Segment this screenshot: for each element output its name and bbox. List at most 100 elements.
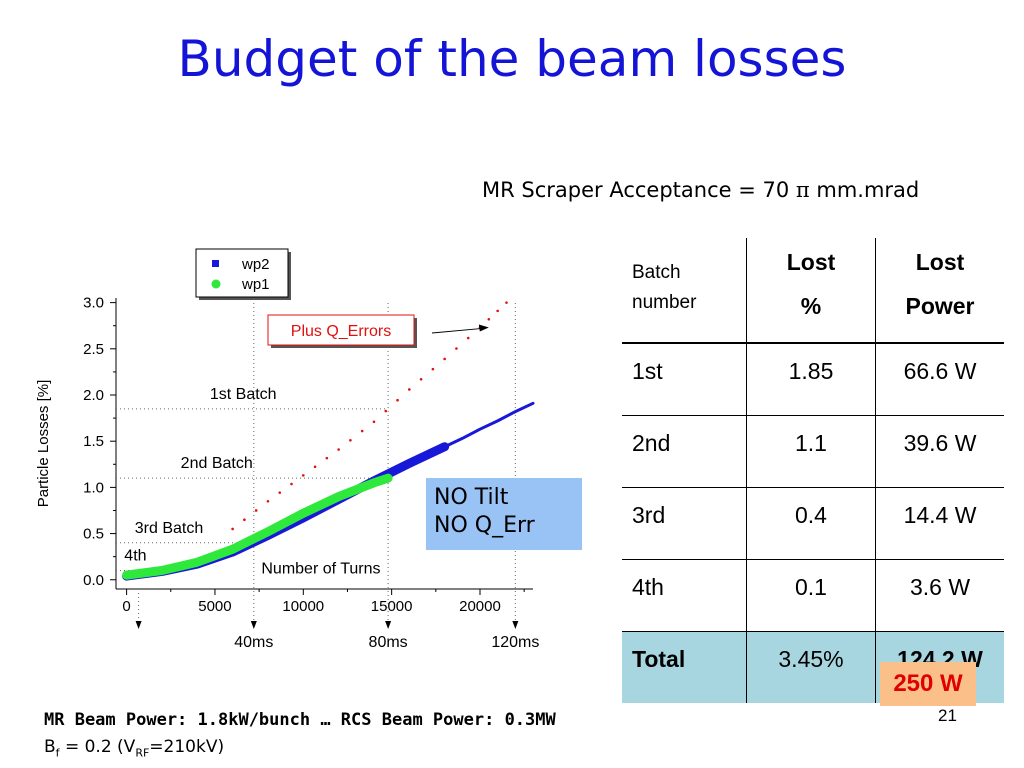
legend-marker-wp1 — [211, 279, 221, 289]
time-marker-label: 80ms — [369, 634, 408, 651]
header-power-line1: Lost — [915, 249, 965, 275]
batch-label: 1st Batch — [210, 386, 277, 403]
q-errors-point — [231, 527, 234, 531]
header-batch: Batch number — [622, 238, 747, 344]
q-errors-point — [505, 301, 508, 304]
cell-power: 66.6 W — [875, 343, 1004, 416]
x-tick-label: 15000 — [371, 598, 413, 615]
header-power: Lost Power — [875, 238, 1004, 344]
annotation-text: Plus Q_Errors — [291, 323, 391, 340]
header-lost-line2: % — [800, 293, 822, 319]
footer-b-sub: f — [55, 746, 60, 760]
y-axis-label: Particle Losses [%] — [35, 380, 52, 508]
x-tick-label: 0 — [122, 598, 130, 615]
slide-title: Budget of the beam losses — [177, 30, 847, 88]
wp2-series — [122, 442, 450, 581]
q-errors-point — [360, 429, 364, 433]
table-row: 1st 1.85 66.6 W — [622, 343, 1004, 416]
annotation-arrow-line — [431, 328, 481, 334]
q-errors-point — [278, 491, 282, 494]
q-errors-point — [243, 518, 246, 522]
acceptance-prefix: MR Scraper Acceptance = 70 — [482, 178, 796, 202]
q-errors-point — [496, 309, 499, 313]
cell-power: 39.6 W — [875, 415, 1004, 488]
cell-batch: 1st — [622, 343, 747, 416]
footer-end: =210kV) — [149, 737, 225, 757]
cell-lost: 0.4 — [746, 487, 876, 560]
q-errors-point — [455, 347, 458, 350]
batch-label: 2nd Batch — [181, 455, 253, 472]
y-tick-label: 1.0 — [83, 479, 104, 496]
q-errors-point — [396, 398, 399, 402]
time-marker-arrow — [250, 621, 257, 629]
footer-beam-power: MR Beam Power: 1.8kW/bunch … RCS Beam Po… — [44, 710, 556, 730]
y-tick-label: 0.5 — [83, 526, 104, 543]
time-marker-arrow — [385, 621, 392, 629]
note-box: NO Tilt NO Q_Err — [426, 478, 582, 550]
q-errors-point — [487, 317, 491, 321]
x-tick-label: 5000 — [198, 598, 231, 615]
scraper-acceptance: MR Scraper Acceptance = 70 π mm.mrad — [482, 178, 919, 202]
q-errors-point — [325, 456, 329, 460]
batch-label: 4th — [124, 548, 146, 565]
header-lost: Lost % — [746, 238, 876, 344]
q-errors-point — [384, 409, 388, 413]
q-errors-point — [466, 336, 470, 340]
table-row: 3rd 0.4 14.4 W — [622, 487, 1004, 560]
acceptance-suffix: mm.mrad — [809, 178, 920, 202]
y-tick-label: 3.0 — [83, 295, 104, 312]
header-power-line2: Power — [905, 293, 975, 319]
y-tick-label: 2.5 — [83, 341, 104, 358]
q-errors-point — [408, 388, 411, 391]
legend-label: wp2 — [241, 256, 270, 273]
footer-v-sub: RF — [135, 746, 150, 760]
q-errors-point — [301, 474, 305, 477]
q-errors-point — [349, 438, 352, 442]
q-errors-point — [443, 357, 446, 361]
cell-total-lost: 3.45% — [746, 631, 876, 703]
time-marker-label: 120ms — [491, 634, 539, 651]
q-errors-point — [337, 448, 340, 451]
x-axis-label: Number of Turns — [261, 560, 380, 577]
header-batch-line2: number — [632, 292, 697, 313]
q-errors-point — [266, 499, 270, 503]
legend-marker-wp2 — [212, 260, 219, 267]
q-errors-point — [290, 482, 293, 486]
x-tick-label: 20000 — [459, 598, 501, 615]
cell-power: 3.6 W — [875, 559, 1004, 632]
footer-b: B — [44, 737, 56, 757]
y-tick-label: 1.5 — [83, 433, 104, 450]
cell-lost: 1.1 — [746, 415, 876, 488]
q-errors-point — [254, 509, 258, 512]
table-row: 4th 0.1 3.6 W — [622, 559, 1004, 632]
note-line-1: NO Tilt — [434, 485, 509, 510]
wp1-series — [122, 473, 393, 580]
cell-lost: 0.1 — [746, 559, 876, 632]
total-power-badge: 250 W — [880, 662, 976, 706]
particle-losses-chart: 0.0 0.5 1.0 1.5 2.0 2.5 3.0 0 5000 10000 15000 2000… — [35, 248, 539, 651]
footer-bf: Bf = 0.2 (VRF=210kV) — [44, 737, 224, 759]
cell-lost: 1.85 — [746, 343, 876, 416]
wp2-fit-line — [443, 401, 535, 449]
cell-batch: 3rd — [622, 487, 747, 560]
q-errors-point — [431, 367, 435, 371]
y-tick-label: 0.0 — [83, 572, 104, 589]
cell-batch: 4th — [622, 559, 747, 632]
table-row: 2nd 1.1 39.6 W — [622, 415, 1004, 488]
loss-budget-table: Batch number Lost % Lost Power 1st 1.85 … — [622, 238, 1004, 703]
note-line-2: NO Q_Err — [434, 513, 535, 538]
legend-label: wp1 — [241, 276, 270, 293]
time-marker-arrow — [512, 621, 519, 629]
batch-label: 3rd Batch — [135, 520, 203, 537]
cell-total-label: Total — [622, 631, 747, 703]
q-errors-point — [419, 377, 423, 381]
origin-marker-arrow — [135, 621, 142, 629]
time-marker-label: 40ms — [234, 634, 273, 651]
y-tick-label: 2.0 — [83, 387, 104, 404]
pi-symbol: π — [795, 178, 810, 202]
page-number: 21 — [938, 706, 957, 725]
legend-box — [195, 248, 289, 298]
q-errors-point — [313, 465, 317, 469]
x-tick-label: 10000 — [282, 598, 324, 615]
header-lost-line1: Lost — [786, 249, 836, 275]
